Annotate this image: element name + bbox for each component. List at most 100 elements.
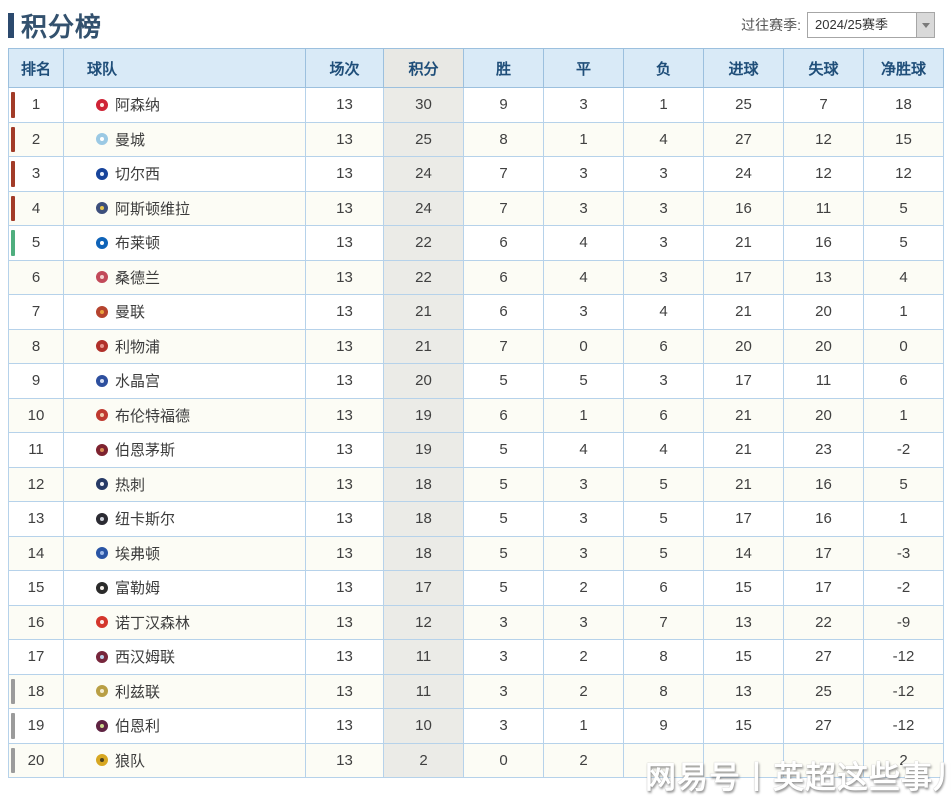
table-row[interactable]: 2 曼城 13 25 8 1 4 27 12 15: [8, 121, 944, 157]
table-row[interactable]: 15 富勒姆 13 17 5 2 6 15 17 -2: [8, 570, 944, 606]
lost-cell: 6: [623, 397, 704, 433]
drawn-cell: 3: [543, 190, 624, 226]
rank-cell: 12: [8, 466, 64, 502]
gd-cell: 5: [863, 466, 944, 502]
team-cell: 布莱顿: [63, 225, 306, 261]
column-header-team: 球队: [63, 48, 306, 88]
team-crest-icon: [96, 650, 108, 663]
gd-cell: 12: [863, 156, 944, 192]
lost-cell: 3: [623, 259, 704, 295]
ga-cell: 27: [783, 639, 864, 675]
table-row[interactable]: 9 水晶宫 13 20 5 5 3 17 11 6: [8, 363, 944, 399]
team-cell: 伯恩利: [63, 708, 306, 744]
gd-cell: -3: [863, 535, 944, 571]
played-cell: 13: [305, 570, 384, 606]
table-row[interactable]: 20 狼队 13 2 0 2 2: [8, 742, 944, 778]
team-cell: 切尔西: [63, 156, 306, 192]
played-cell: 13: [305, 397, 384, 433]
played-cell: 13: [305, 259, 384, 295]
table-row[interactable]: 11 伯恩茅斯 13 19 5 4 4 21 23 -2: [8, 432, 944, 468]
team-crest-icon: [96, 236, 108, 249]
gf-cell: 27: [703, 121, 784, 157]
gf-cell: 17: [703, 259, 784, 295]
team-name[interactable]: 曼联: [115, 304, 146, 322]
team-name[interactable]: 狼队: [115, 752, 146, 770]
points-cell: 30: [383, 87, 464, 123]
team-crest-icon: [96, 685, 108, 698]
table-row[interactable]: 12 热刺 13 18 5 3 5 21 16 5: [8, 466, 944, 502]
team-name[interactable]: 利物浦: [115, 338, 161, 356]
team-name[interactable]: 埃弗顿: [115, 545, 161, 563]
team-crest-icon: [96, 719, 108, 732]
won-cell: 5: [463, 535, 544, 571]
team-name[interactable]: 富勒姆: [115, 580, 161, 598]
team-name[interactable]: 阿森纳: [115, 97, 161, 115]
ga-cell: [783, 742, 864, 778]
team-name[interactable]: 伯恩茅斯: [115, 442, 176, 460]
table-row[interactable]: 19 伯恩利 13 10 3 1 9 15 27 -12: [8, 708, 944, 744]
team-name[interactable]: 热刺: [115, 476, 146, 494]
drawn-cell: 3: [543, 466, 624, 502]
team-name[interactable]: 桑德兰: [115, 269, 161, 287]
team-name[interactable]: 伯恩利: [115, 718, 161, 736]
gf-cell: 21: [703, 397, 784, 433]
table-row[interactable]: 8 利物浦 13 21 7 0 6 20 20 0: [8, 328, 944, 364]
team-name[interactable]: 切尔西: [115, 166, 161, 184]
team-crest-icon: [96, 478, 108, 491]
gf-cell: 13: [703, 673, 784, 709]
team-name[interactable]: 纽卡斯尔: [115, 511, 176, 529]
gd-cell: 2: [863, 742, 944, 778]
won-cell: 3: [463, 708, 544, 744]
table-row[interactable]: 18 利兹联 13 11 3 2 8 13 25 -12: [8, 673, 944, 709]
table-row[interactable]: 3 切尔西 13 24 7 3 3 24 12 12: [8, 156, 944, 192]
table-row[interactable]: 6 桑德兰 13 22 6 4 3 17 13 4: [8, 259, 944, 295]
points-cell: 18: [383, 466, 464, 502]
table-row[interactable]: 7 曼联 13 21 6 3 4 21 20 1: [8, 294, 944, 330]
team-name[interactable]: 布伦特福德: [115, 407, 191, 425]
team-name[interactable]: 阿斯顿维拉: [115, 200, 191, 218]
gf-cell: 16: [703, 190, 784, 226]
team-crest-icon: [96, 512, 108, 525]
lost-cell: 4: [623, 432, 704, 468]
played-cell: 13: [305, 501, 384, 537]
points-cell: 19: [383, 432, 464, 468]
team-cell: 阿森纳: [63, 87, 306, 123]
table-row[interactable]: 13 纽卡斯尔 13 18 5 3 5 17 16 1: [8, 501, 944, 537]
gd-cell: -2: [863, 432, 944, 468]
lost-cell: 4: [623, 294, 704, 330]
table-header-row: 排名 球队 场次 积分胜平负进球 失球 净胜球: [8, 48, 944, 88]
gd-cell: -12: [863, 639, 944, 675]
won-cell: 7: [463, 190, 544, 226]
team-cell: 埃弗顿: [63, 535, 306, 571]
season-select[interactable]: 2024/25赛季: [807, 12, 935, 38]
table-row[interactable]: 5 布莱顿 13 22 6 4 3 21 16 5: [8, 225, 944, 261]
team-name[interactable]: 曼城: [115, 131, 146, 149]
table-row[interactable]: 17 西汉姆联 13 11 3 2 8 15 27 -12: [8, 639, 944, 675]
ga-cell: 12: [783, 156, 864, 192]
team-name[interactable]: 西汉姆联: [115, 649, 176, 667]
won-cell: 5: [463, 501, 544, 537]
table-row[interactable]: 4 阿斯顿维拉 13 24 7 3 3 16 11 5: [8, 190, 944, 226]
drawn-cell: 1: [543, 708, 624, 744]
team-name[interactable]: 诺丁汉森林: [115, 614, 191, 632]
team-name[interactable]: 水晶宫: [115, 373, 161, 391]
drawn-cell: 2: [543, 639, 624, 675]
gf-cell: 15: [703, 708, 784, 744]
team-cell: 富勒姆: [63, 570, 306, 606]
team-name[interactable]: 利兹联: [115, 683, 161, 701]
team-crest-icon: [96, 202, 108, 215]
rank-cell: 17: [8, 639, 64, 675]
table-row[interactable]: 14 埃弗顿 13 18 5 3 5 14 17 -3: [8, 535, 944, 571]
table-row[interactable]: 10 布伦特福德 13 19 6 1 6 21 20 1: [8, 397, 944, 433]
team-cell: 利物浦: [63, 328, 306, 364]
rank-cell: 5: [8, 225, 64, 261]
table-row[interactable]: 1 阿森纳 13 30 9 3 1 25 7 18: [8, 87, 944, 123]
ga-cell: 25: [783, 673, 864, 709]
chevron-down-icon[interactable]: [916, 13, 934, 37]
qualification-marker: [11, 161, 15, 187]
table-row[interactable]: 16 诺丁汉森林 13 12 3 3 7 13 22 -9: [8, 604, 944, 640]
qualification-marker: [11, 713, 15, 739]
team-name[interactable]: 布莱顿: [115, 235, 161, 253]
played-cell: 13: [305, 156, 384, 192]
gf-cell: 13: [703, 604, 784, 640]
